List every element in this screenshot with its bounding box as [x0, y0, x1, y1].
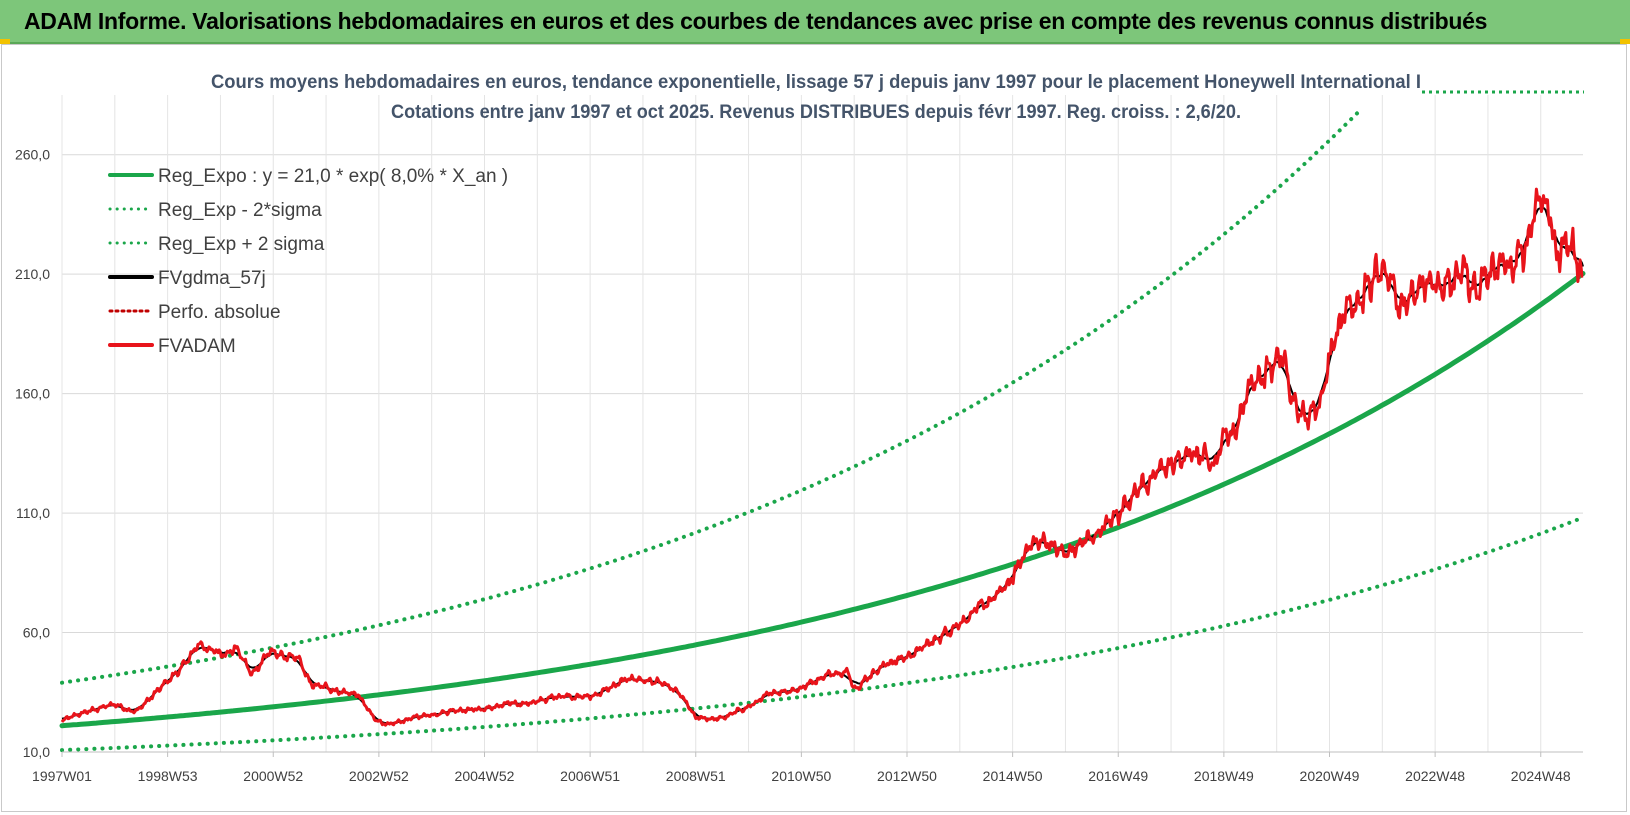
x-tick-label: 2018W49	[1194, 768, 1254, 784]
y-tick-label: 10,0	[23, 744, 50, 760]
grid-layer	[61, 95, 1583, 753]
chart-title: Cours moyens hebdomadaires en euros, ten…	[211, 72, 1421, 93]
legend-label: Perfo. absolue	[158, 302, 281, 323]
x-tick-label: 2008W51	[666, 768, 726, 784]
series-line-reg-exp-2-sigma	[60, 515, 1585, 753]
legend-label: FVADAM	[158, 336, 236, 357]
x-tick-label: 2016W49	[1088, 768, 1148, 784]
x-tick-label: 1998W53	[138, 768, 198, 784]
x-tick-label: 2010W50	[771, 768, 831, 784]
x-tick-label: 2006W51	[560, 768, 620, 784]
legend-label: Reg_Exp + 2 sigma	[158, 234, 325, 255]
x-tick-label: 2014W50	[983, 768, 1043, 784]
series-line-fvgdma-57j	[61, 206, 1584, 725]
x-tick-label: 2000W52	[243, 768, 303, 784]
x-tick-label: 2012W50	[877, 768, 937, 784]
y-tick-label: 260,0	[15, 147, 50, 163]
legend-label: FVgdma_57j	[158, 268, 266, 289]
y-tick-label: 210,0	[15, 266, 50, 282]
x-tick-label: 2002W52	[349, 768, 409, 784]
y-tick-label: 110,0	[16, 505, 50, 521]
series-layer	[59, 109, 1586, 753]
x-tick-label: 1997W01	[32, 768, 92, 784]
report-banner: ADAM Informe. Valorisations hebdomadaire…	[0, 0, 1630, 44]
series-line-reg-exp-2-sigma	[60, 109, 1361, 685]
corner-marker-right	[1620, 39, 1630, 44]
tick-layer: 10,0 60,0 110,0 160,0 210,0 260,0 1997W01 1998W…	[15, 147, 1583, 784]
y-tick-label: 60,0	[23, 625, 50, 641]
corner-marker-left	[0, 39, 10, 44]
x-tick-label: 2020W49	[1300, 768, 1360, 784]
series-line-fvadam	[60, 187, 1584, 727]
y-tick-label: 160,0	[15, 386, 50, 402]
series-line-reg-expo-y-21-0-exp-8-0-x-an	[59, 271, 1586, 729]
x-tick-label: 2024W48	[1511, 768, 1571, 784]
legend-label: Reg_Exp - 2*sigma	[158, 200, 322, 221]
banner-title: ADAM Informe. Valorisations hebdomadaire…	[24, 8, 1488, 34]
x-tick-label: 2004W52	[455, 768, 515, 784]
legend: Reg_Expo : y = 21,0 * exp( 8,0% * X_an )…	[108, 166, 508, 357]
x-tick-label: 2022W48	[1405, 768, 1465, 784]
chart-subtitle: Cotations entre janv 1997 et oct 2025. R…	[391, 102, 1241, 123]
legend-label: Reg_Expo : y = 21,0 * exp( 8,0% * X_an )	[158, 166, 508, 187]
